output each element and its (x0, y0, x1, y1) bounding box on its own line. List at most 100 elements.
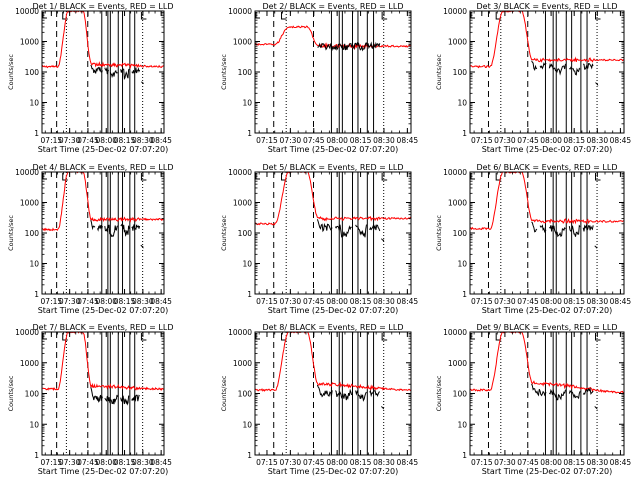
panel-det8: Det 8/ BLACK = Events, RED = LLD Counts/s… (220, 323, 418, 476)
y-tick-label: 1 (34, 451, 39, 460)
x-tick-label: 08:30 (373, 297, 395, 306)
x-tick-label: 07:30 (280, 297, 302, 306)
x-tick-label: 07:15 (471, 136, 493, 145)
y-axis-label: Counts/sec (435, 54, 443, 90)
x-tick-label: 07:15 (41, 458, 63, 467)
x-tick-label: 08:15 (563, 297, 585, 306)
x-tick-label: 08:15 (350, 297, 372, 306)
x-tick-label: 07:30 (494, 458, 516, 467)
panel-det9: Det 9/ BLACK = Events, RED = LLD Counts/s… (435, 323, 631, 476)
x-tick-label: 08:30 (132, 297, 154, 306)
events-rate-line (90, 220, 96, 231)
lld-rate-line (470, 172, 624, 231)
x-tick-label: 07:45 (77, 458, 99, 467)
y-tick-label: 1000 (20, 199, 39, 208)
panel-det4: Det 4/ BLACK = Events, RED = LLD Counts/s… (7, 163, 173, 315)
y-tick-label: 100 (238, 229, 253, 238)
x-tick-label: 07:30 (59, 136, 81, 145)
y-tick-label: 100 (453, 229, 468, 238)
x-tick-label: 07:30 (59, 458, 81, 467)
x-tick-label: 08:45 (150, 297, 172, 306)
panel-det7: Det 7/ BLACK = Events, RED = LLD Counts/s… (7, 323, 173, 476)
y-tick-label: 10 (457, 420, 467, 429)
x-tick-label: 08:45 (397, 136, 419, 145)
events-rate-line (131, 394, 140, 402)
x-axis-label: Start Time (25-Dec-02 07:07:20) (482, 306, 613, 315)
panel-det1: Det 1/ BLACK = Events, RED = LLD Counts/s… (7, 2, 173, 154)
events-rate-line (109, 69, 118, 79)
x-axis-label: Start Time (25-Dec-02 07:07:20) (482, 145, 613, 154)
x-tick-label: 07:30 (59, 297, 81, 306)
lld-rate-line (42, 11, 164, 70)
x-tick-label: 08:00 (540, 136, 562, 145)
y-axis-label: Counts/sec (435, 215, 443, 251)
lld-rate-line (470, 332, 624, 395)
y-tick-label: 100 (238, 390, 253, 399)
axes-frame (469, 171, 625, 295)
events-rate-stub (594, 245, 598, 249)
x-tick-label: 08:15 (350, 458, 372, 467)
axes-frame (254, 10, 412, 134)
x-tick-label: 08:15 (563, 136, 585, 145)
y-axis-label: Counts/sec (7, 375, 15, 411)
y-tick-label: 10000 (15, 328, 39, 337)
x-tick-label: 07:45 (517, 458, 539, 467)
y-tick-label: 10000 (228, 7, 252, 16)
panel-title: Det 8/ BLACK = Events, RED = LLD (263, 323, 404, 332)
lld-rate-line (470, 11, 624, 69)
events-rate-line (120, 395, 130, 406)
y-axis-label: Counts/sec (220, 375, 228, 411)
state-marker-glyph (495, 333, 502, 341)
x-tick-label: 07:15 (256, 136, 278, 145)
x-tick-label: 07:45 (303, 136, 325, 145)
y-tick-label: 100 (25, 68, 40, 77)
y-tick-label: 100 (453, 390, 468, 399)
x-tick-label: 07:15 (471, 458, 493, 467)
x-tick-label: 07:30 (494, 297, 516, 306)
x-tick-label: 08:30 (132, 136, 154, 145)
y-tick-label: 1 (462, 451, 467, 460)
x-tick-label: 08:00 (95, 458, 117, 467)
plot-area (255, 11, 411, 133)
plot-area (470, 332, 624, 455)
events-rate-stub (381, 238, 385, 242)
x-tick-label: 08:45 (150, 458, 172, 467)
x-axis-label: Start Time (25-Dec-02 07:07:20) (268, 467, 399, 476)
x-tick-label: 07:45 (77, 297, 99, 306)
events-rate-line (539, 224, 547, 234)
y-tick-label: 1 (34, 129, 39, 138)
state-marker-glyph (140, 173, 147, 181)
events-rate-line (120, 68, 130, 80)
events-rate-line (317, 41, 381, 52)
y-tick-label: 1000 (20, 359, 39, 368)
y-tick-label: 1 (247, 451, 252, 460)
plot-area (42, 11, 164, 133)
axes-frame (469, 331, 625, 456)
panel-title: Det 2/ BLACK = Events, RED = LLD (263, 2, 404, 11)
y-tick-label: 1000 (20, 38, 39, 47)
y-tick-label: 10000 (443, 328, 467, 337)
events-rate-line (104, 66, 109, 75)
x-tick-label: 08:00 (95, 297, 117, 306)
events-rate-line (355, 224, 367, 238)
y-axis-label: Counts/sec (220, 54, 228, 90)
events-rate-line (131, 67, 141, 75)
y-tick-label: 10 (242, 420, 252, 429)
lld-rate-line (255, 25, 411, 50)
events-rate-line (568, 224, 581, 237)
state-marker-glyph (595, 173, 601, 181)
x-tick-label: 07:30 (280, 136, 302, 145)
x-tick-label: 08:30 (586, 458, 608, 467)
y-tick-label: 1000 (233, 38, 252, 47)
plot-area (255, 332, 411, 455)
state-marker-glyph (281, 333, 287, 341)
plot-area (42, 172, 164, 294)
y-tick-label: 100 (453, 68, 468, 77)
y-tick-label: 1 (462, 129, 467, 138)
events-rate-line (369, 389, 381, 398)
x-tick-label: 08:30 (373, 458, 395, 467)
x-tick-label: 07:15 (41, 136, 63, 145)
x-axis-label: Start Time (25-Dec-02 07:07:20) (268, 145, 399, 154)
axes-frame (469, 10, 625, 134)
